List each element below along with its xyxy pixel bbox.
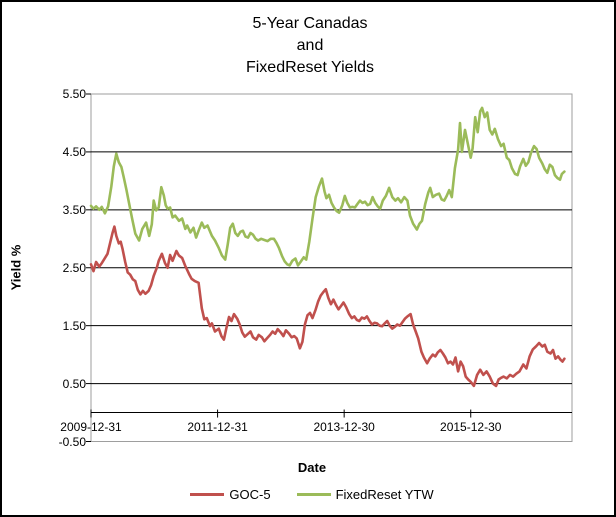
x-tick-label: 2015-12-30 — [440, 419, 502, 434]
chart-title: 5-Year Canadas and FixedReset Yields — [2, 13, 614, 79]
x-tick-label: 2013-12-30 — [313, 419, 375, 434]
chart-title-line-1: 5-Year Canadas — [252, 15, 368, 32]
y-axis-title: Yield % — [8, 244, 24, 291]
x-tick-label: 2011-12-31 — [187, 419, 248, 434]
y-tick-label: 3.50 — [62, 202, 86, 217]
y-tick-label: -0.50 — [58, 434, 86, 449]
y-tick-label: 1.50 — [62, 318, 86, 333]
legend-label-fixedreset: FixedReset YTW — [335, 487, 434, 502]
y-tick-label: 4.50 — [62, 144, 86, 159]
chart-title-line-2: and — [296, 37, 324, 54]
y-tick-label: 5.50 — [62, 87, 86, 101]
series-line-goc-5 — [89, 225, 566, 388]
fixedreset-line-swatch-icon — [296, 493, 331, 496]
y-tick-label: 0.50 — [62, 376, 86, 391]
y-tick-label: 2.50 — [62, 260, 86, 275]
series-line-fixedreset-ytw — [89, 106, 566, 267]
x-axis-title: Date — [297, 460, 327, 475]
legend-item-goc5: GOC-5 — [190, 487, 271, 502]
x-tick-label: 2009-12-31 — [60, 419, 122, 434]
chart-legend: GOC-5 FixedReset YTW — [52, 487, 572, 502]
chart-title-line-3: FixedReset Yields — [245, 59, 375, 76]
goc5-line-swatch-icon — [190, 493, 225, 496]
legend-label-goc5: GOC-5 — [229, 487, 271, 502]
legend-item-fixedreset: FixedReset YTW — [296, 487, 434, 502]
